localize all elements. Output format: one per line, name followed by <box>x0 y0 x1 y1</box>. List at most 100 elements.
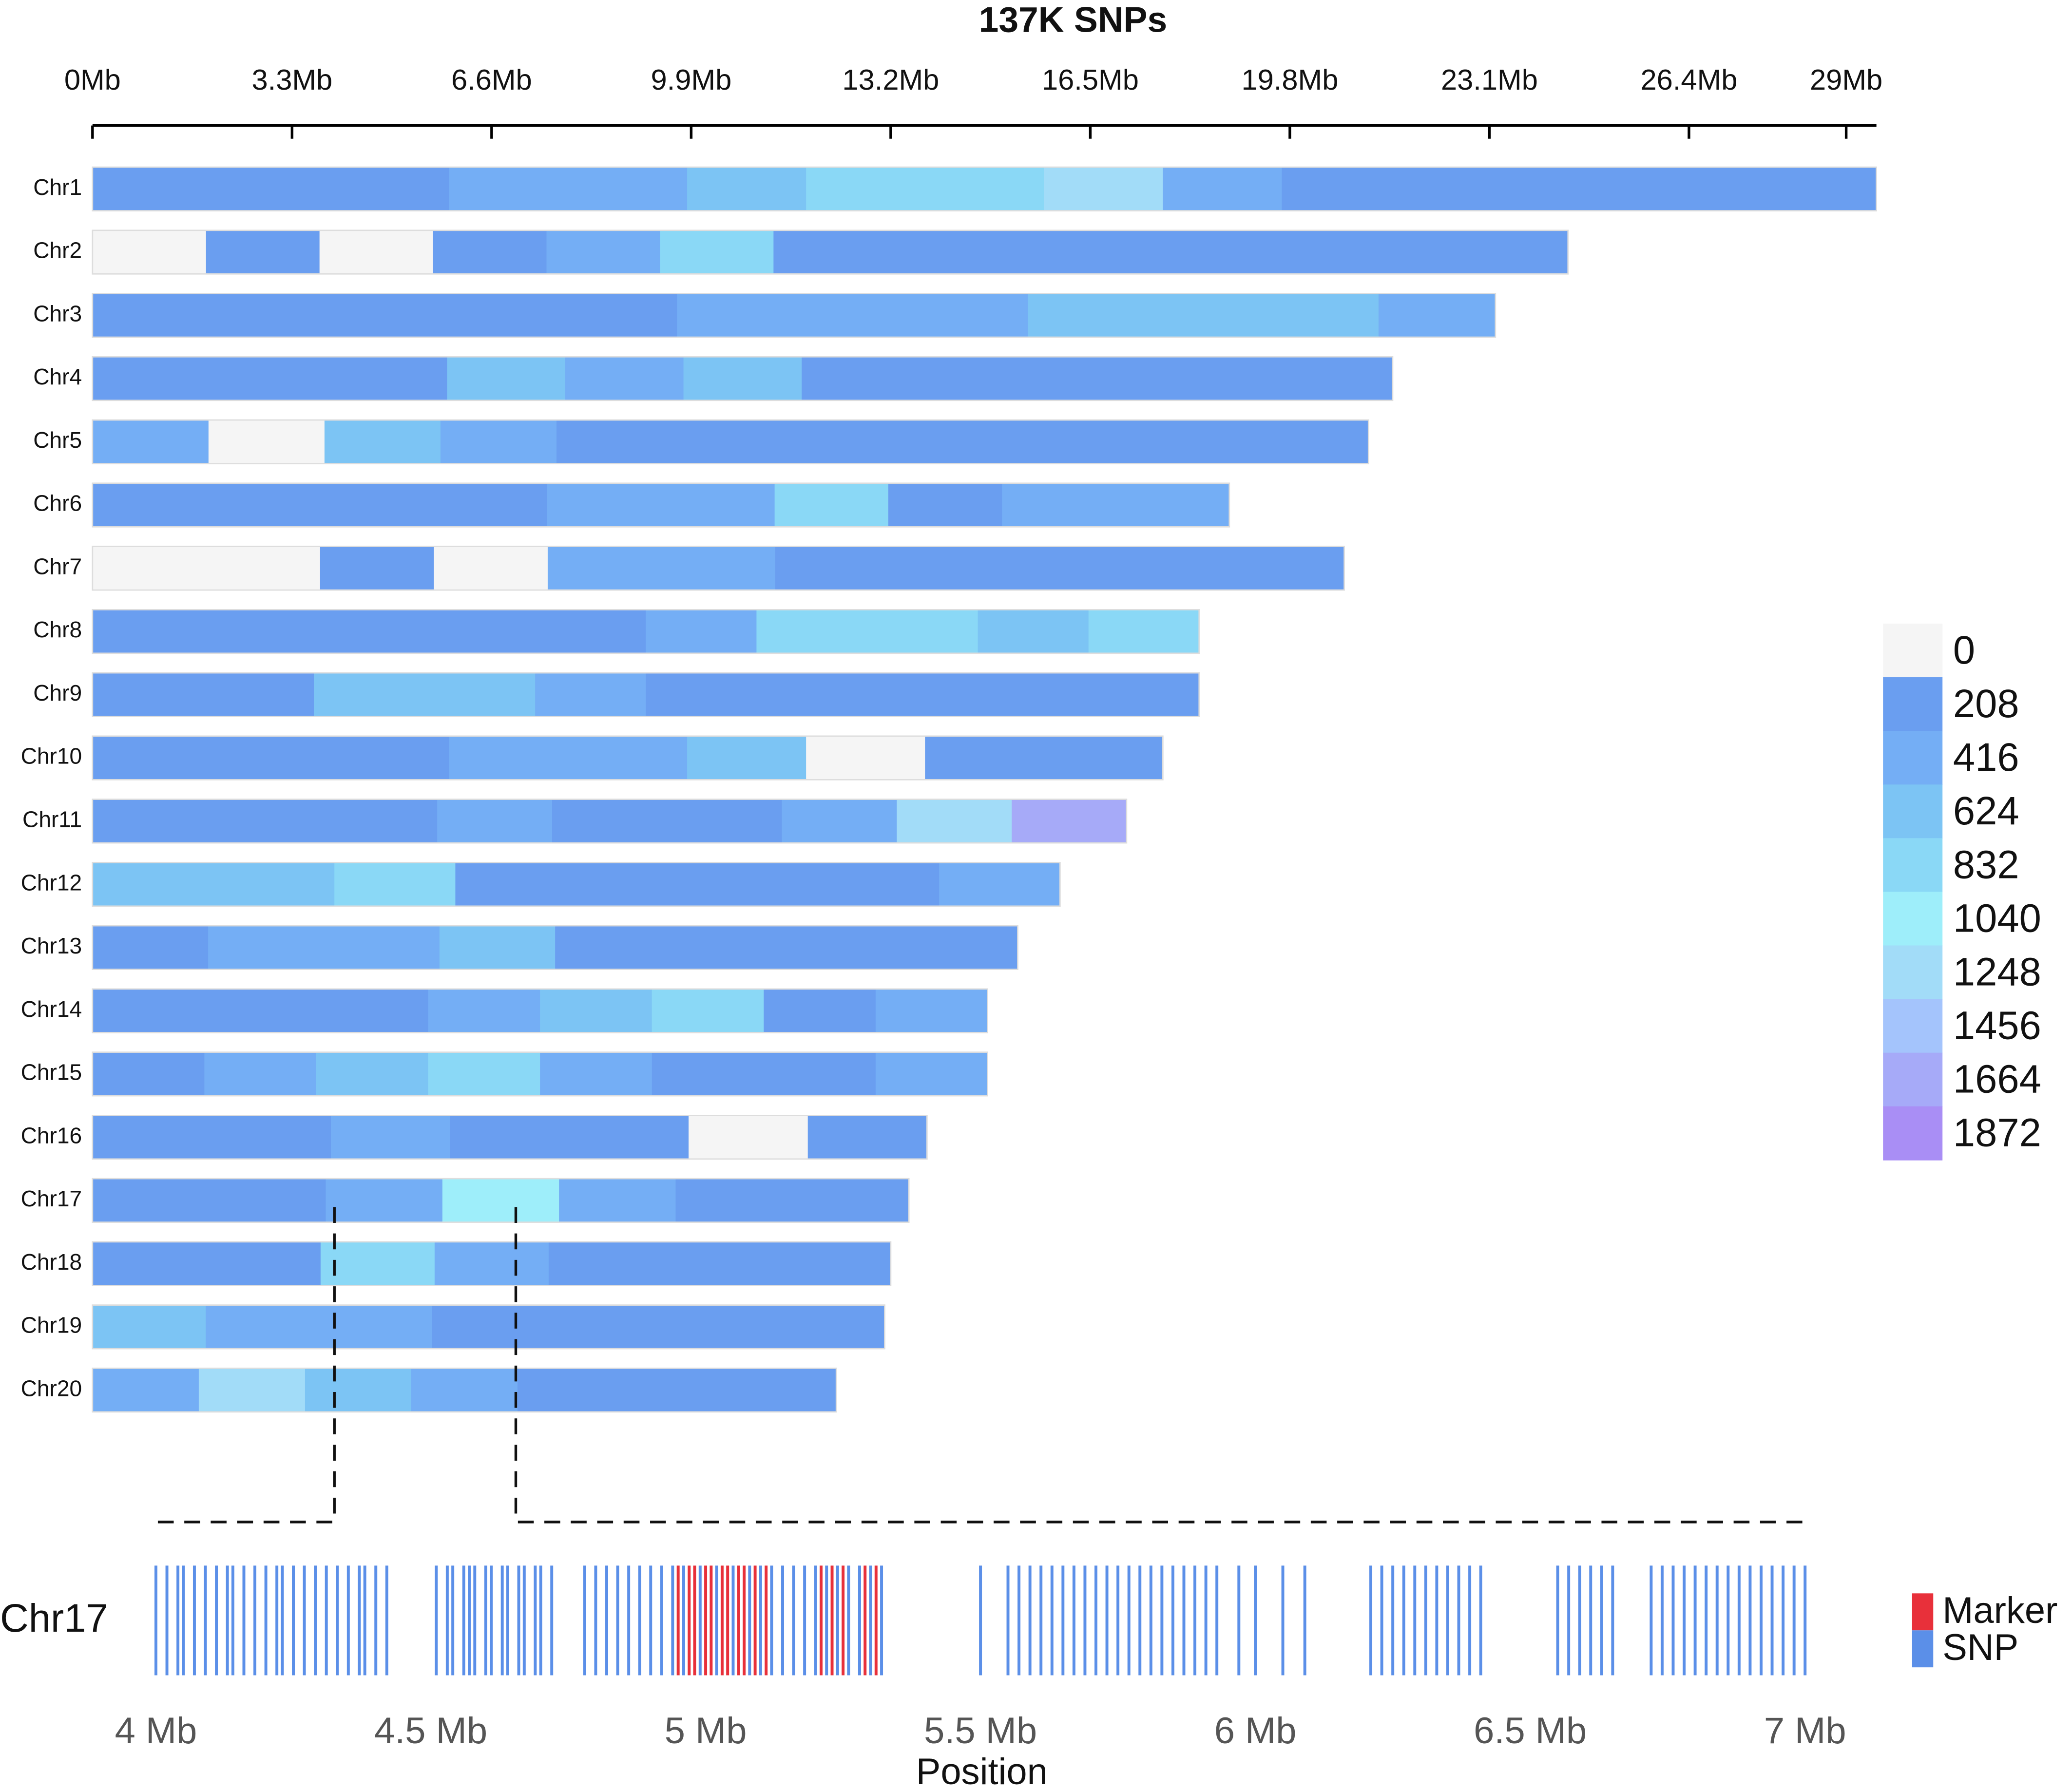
chromosome <box>92 546 1345 591</box>
chromosome <box>92 799 1128 844</box>
density-cell <box>320 546 435 591</box>
density-cell <box>776 1241 891 1286</box>
density-cell <box>867 610 978 653</box>
density-cell <box>672 420 789 464</box>
density-cell <box>92 610 204 653</box>
density-cell <box>437 799 553 843</box>
row-label: Chr4 <box>33 364 82 389</box>
x-tick-label: 23.1Mb <box>1441 63 1538 96</box>
density-cell <box>925 167 1045 211</box>
density-cell <box>92 230 207 274</box>
density-cell <box>208 420 325 464</box>
density-cell <box>442 1179 559 1222</box>
density-cell <box>756 673 868 717</box>
density-cell <box>546 230 661 274</box>
density-cell <box>432 1305 546 1349</box>
colorbar-cell <box>1883 838 1943 893</box>
density-cell <box>203 673 314 717</box>
density-cell <box>208 926 325 970</box>
density-cell <box>624 1368 730 1412</box>
density-cell <box>326 1179 443 1222</box>
density-cell <box>697 862 819 906</box>
x-tick-label: 5 Mb <box>665 1710 747 1752</box>
density-cell <box>455 862 577 906</box>
density-cell <box>1282 167 1401 211</box>
chromosome <box>92 1178 910 1223</box>
density-cell <box>806 167 926 211</box>
colorbar-cell <box>1883 892 1943 946</box>
density-cell <box>867 673 978 717</box>
density-cell <box>92 1115 212 1159</box>
density-cell <box>675 1179 793 1222</box>
density-cell <box>1378 293 1496 338</box>
density-cell <box>875 1052 988 1096</box>
chromosome <box>92 1051 988 1097</box>
x-tick-label: 4.5 Mb <box>374 1710 487 1752</box>
row-label: Chr20 <box>21 1375 82 1401</box>
colorbar-label: 1872 <box>1953 1111 2041 1155</box>
density-cell <box>316 1052 429 1096</box>
density-cell <box>324 926 440 970</box>
colorbar-cell <box>1883 731 1943 785</box>
density-cell <box>1038 357 1157 400</box>
legend-label: Marker <box>1942 1590 2057 1631</box>
row-label: Chr11 <box>22 807 82 832</box>
chromosome <box>92 1115 928 1160</box>
colorbar-label: 1040 <box>1953 896 2041 940</box>
density-cell <box>213 862 335 906</box>
density-cell <box>447 357 566 400</box>
density-cell <box>535 673 647 717</box>
density-cell <box>1136 420 1253 464</box>
density-cell <box>1262 293 1379 338</box>
density-cell <box>1044 167 1164 211</box>
density-cell <box>320 1241 435 1286</box>
density-cell <box>775 546 890 591</box>
density-cell <box>330 167 450 211</box>
density-cell <box>209 1179 326 1222</box>
density-cell <box>1003 546 1117 591</box>
chromosome <box>92 861 1061 907</box>
x-label: Position <box>916 1751 1048 1791</box>
density-cell <box>556 420 673 464</box>
density-cell <box>786 926 902 970</box>
density-cell <box>326 293 444 338</box>
row-label: Chr16 <box>21 1123 82 1148</box>
chromosome <box>92 229 1569 275</box>
density-cell <box>1274 357 1393 400</box>
density-cell <box>440 420 557 464</box>
chromosome <box>92 1368 837 1413</box>
zoom-guide <box>514 1207 1805 1524</box>
x-tick-label: 3.3Mb <box>251 63 332 96</box>
density-cell <box>330 736 450 780</box>
density-cell <box>889 546 1003 591</box>
density-cell <box>328 357 448 400</box>
row-label: Chr15 <box>21 1060 82 1085</box>
density-cell <box>1116 546 1231 591</box>
density-cell <box>660 230 774 274</box>
chromosome <box>92 1241 892 1286</box>
density-cell <box>209 293 327 338</box>
density-cell <box>756 610 868 653</box>
density-cell <box>671 926 787 970</box>
row-label: Chr9 <box>33 680 82 705</box>
density-cell <box>1145 293 1262 338</box>
row-label: Chr17 <box>21 1186 82 1211</box>
density-cell <box>646 673 757 717</box>
density-cell <box>434 546 548 591</box>
row-label: Chr5 <box>33 427 82 453</box>
density-cell <box>92 167 212 211</box>
density-cell <box>92 420 209 464</box>
density-cell <box>1156 357 1275 400</box>
density-cell <box>206 546 321 591</box>
chart-title: 137K SNPs <box>979 0 1168 39</box>
density-cell <box>662 1241 777 1286</box>
density-cell <box>547 546 662 591</box>
density-cell <box>316 989 429 1033</box>
density-cell <box>450 1115 570 1159</box>
chromosome <box>92 356 1394 401</box>
density-cell <box>764 989 876 1033</box>
density-cell <box>334 862 456 906</box>
density-cell <box>92 989 205 1033</box>
density-cell <box>443 293 561 338</box>
